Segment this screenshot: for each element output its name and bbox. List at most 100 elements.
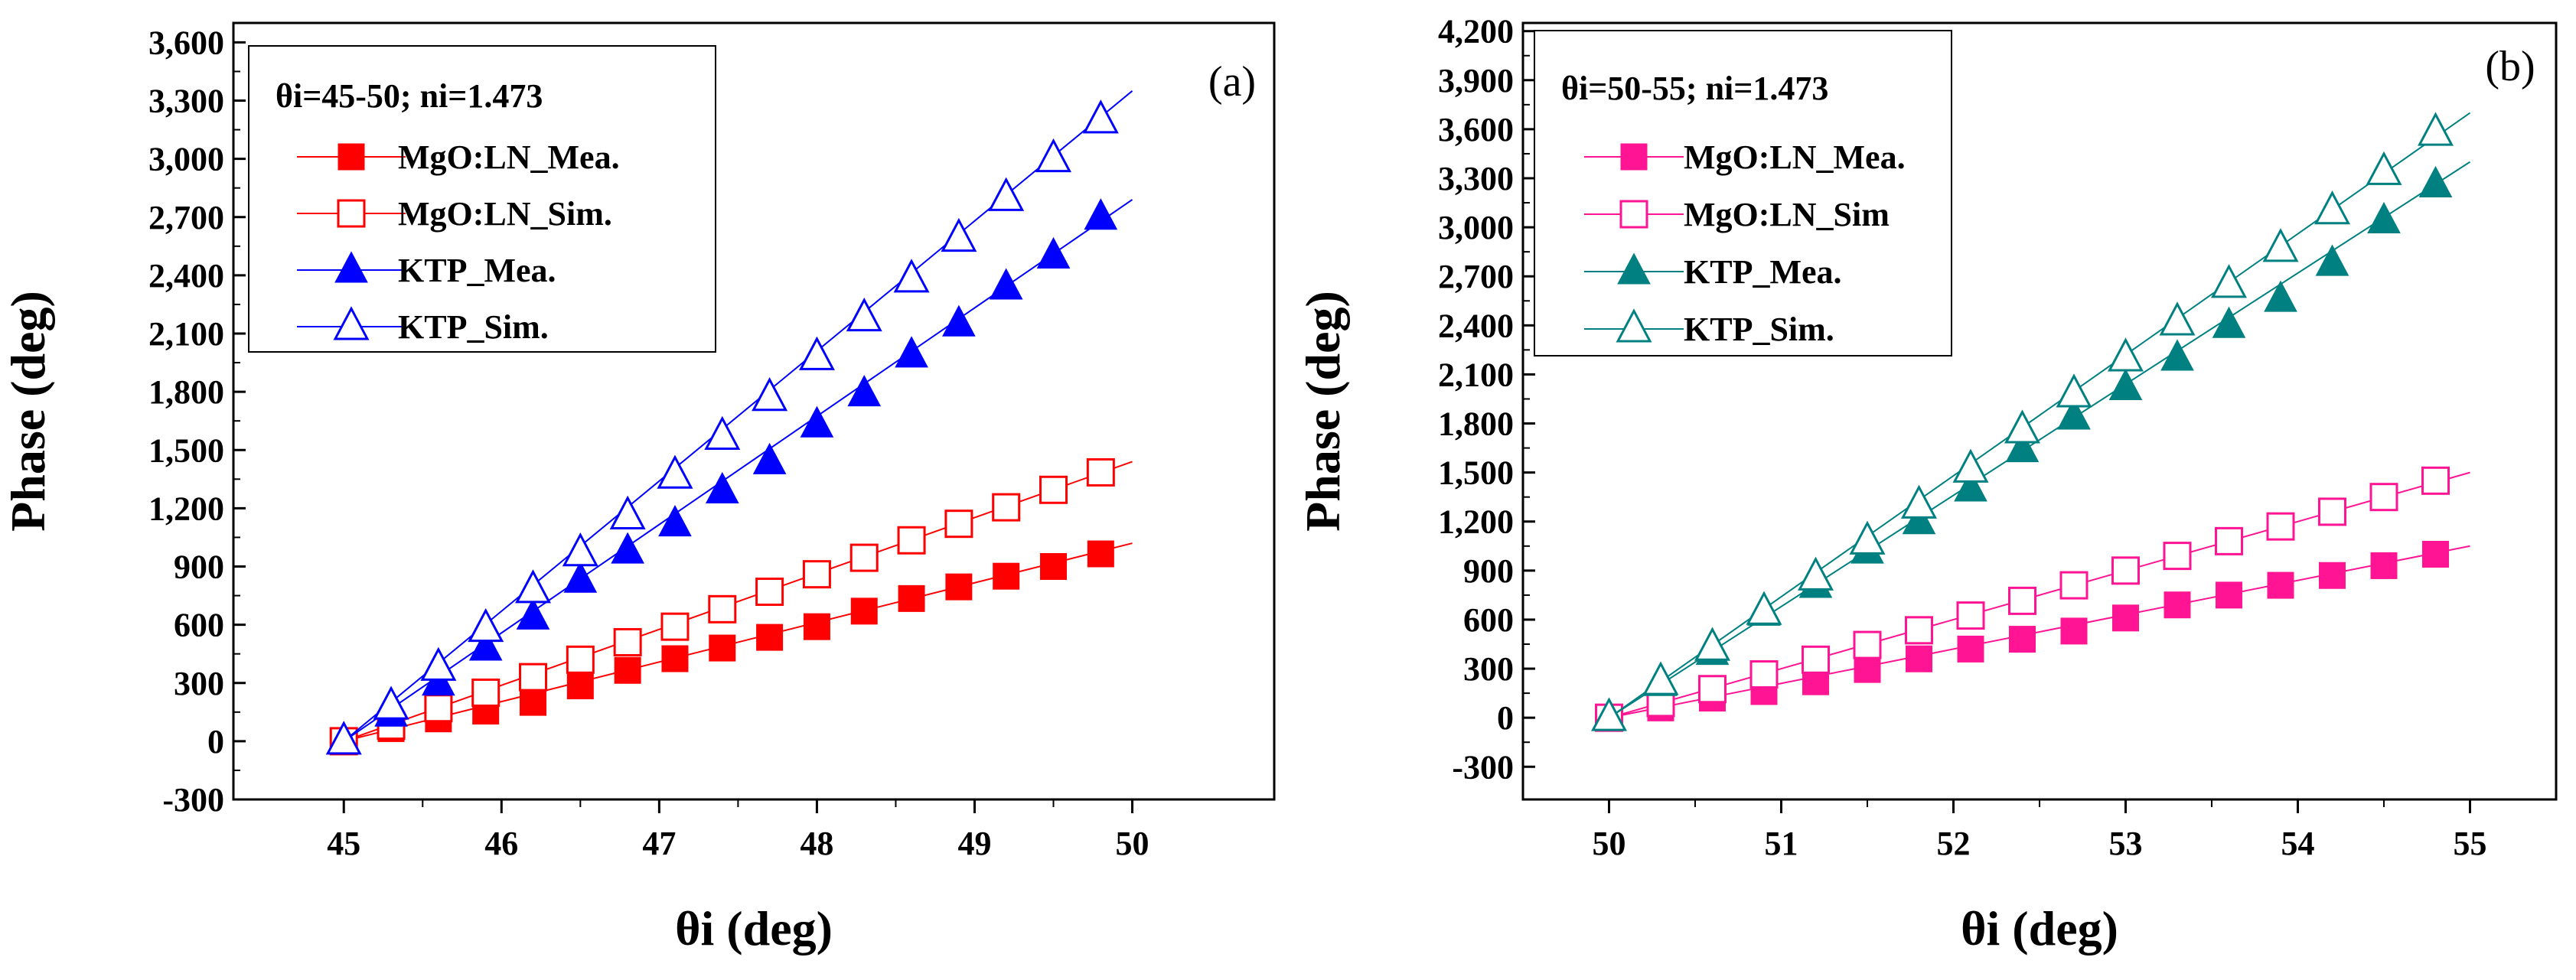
data-point (471, 678, 501, 707)
data-point (2267, 571, 2294, 599)
x-tick-label: 52 (1937, 825, 1971, 862)
data-point (993, 562, 1020, 590)
legend-entry: KTP_Sim. (398, 308, 549, 346)
data-point (755, 577, 784, 606)
data-point (420, 646, 457, 681)
data-point (989, 268, 1023, 300)
y-tick-label: 300 (174, 665, 224, 702)
y-tick-label: 600 (174, 607, 224, 644)
data-point (897, 526, 926, 555)
legend-entry: MgO:LN_Mea. (398, 138, 620, 176)
data-point (2319, 562, 2346, 589)
data-point (2315, 244, 2349, 276)
legend-marker (1619, 200, 1648, 229)
data-point (658, 505, 692, 537)
data-point (424, 694, 453, 723)
data-point (516, 597, 550, 630)
data-point (944, 510, 973, 539)
data-point (2008, 586, 2036, 615)
data-point (1035, 138, 1072, 173)
data-point (2108, 337, 2144, 372)
data-point (1698, 675, 1727, 704)
x-axis-title: θi (deg) (675, 901, 833, 956)
data-point (1906, 645, 1932, 672)
x-tick-label: 45 (327, 825, 360, 862)
data-point (1086, 457, 1115, 487)
data-point (661, 645, 689, 672)
legend-marker (1620, 143, 1648, 171)
data-point (988, 177, 1025, 211)
data-point (2262, 228, 2299, 262)
y-tick-label: 1,200 (148, 490, 224, 527)
data-point (893, 259, 930, 293)
data-point (660, 612, 690, 641)
data-point (2215, 526, 2243, 555)
legend-entry: MgO:LN_Sim. (398, 195, 612, 233)
data-point (2421, 466, 2450, 495)
y-tick-label: 3,900 (1438, 62, 1514, 99)
legend-entry: MgO:LN_Sim (1684, 196, 1890, 233)
y-tick-label: 0 (1497, 699, 1514, 737)
x-tick-label: 47 (642, 825, 676, 862)
y-tick-label: 1,800 (148, 373, 224, 411)
data-point (752, 442, 787, 474)
data-point (1849, 520, 1886, 555)
data-point (563, 561, 598, 593)
y-tick-label: 2,400 (148, 257, 224, 295)
legend-box (1534, 30, 1952, 357)
x-tick-label: 49 (957, 825, 991, 862)
data-point (2369, 483, 2398, 512)
data-point (846, 297, 882, 332)
legend-marker (1616, 308, 1652, 343)
data-point (2318, 497, 2346, 526)
data-point (2366, 151, 2402, 185)
data-point (657, 454, 693, 489)
y-tick-label: 3,300 (1438, 160, 1514, 197)
series-ktp-sim (1591, 112, 2471, 731)
data-point (468, 607, 504, 643)
x-tick-label: 46 (484, 825, 518, 862)
series-ktp-mea (327, 198, 1133, 754)
legend-entry: KTP_Mea. (1684, 253, 1842, 291)
y-tick-label: 1,800 (1438, 405, 1514, 443)
series-mgo-ln-sim (329, 457, 1133, 756)
data-point (2418, 165, 2453, 198)
x-tick-label: 55 (2454, 825, 2487, 862)
data-point (562, 532, 598, 567)
data-point (849, 543, 879, 572)
data-point (2056, 373, 2092, 408)
y-tick-label: 3,000 (148, 141, 224, 178)
data-point (1952, 448, 1989, 483)
data-point (520, 689, 547, 716)
data-point (2216, 581, 2242, 609)
legend-entry: MgO:LN_Mea. (1684, 138, 1906, 176)
chart-panel-b: -300 0 300 600 900 1,200 1,500 1,800 2,100 2,400 2… (1296, 13, 2558, 956)
data-point (1084, 198, 1118, 230)
panel-label: (a) (1208, 58, 1256, 106)
data-point (705, 471, 739, 503)
x-tick-label: 51 (1765, 825, 1798, 862)
data-point (2314, 190, 2350, 225)
data-point (566, 672, 594, 700)
legend-marker (333, 306, 370, 340)
legend: θi=50-55; ni=1.473 MgO:LN_Mea. MgO:LN_Sim K… (1534, 30, 1952, 357)
data-point (325, 721, 362, 755)
data-point (2060, 617, 2088, 645)
y-tick-label: -300 (162, 781, 224, 819)
data-point (2004, 409, 2040, 444)
y-tick-label: 3,000 (1438, 209, 1514, 246)
data-point (1854, 656, 1881, 683)
data-point (1746, 591, 1782, 625)
legend-marker (334, 251, 368, 283)
legend-title: θi=50-55; ni=1.473 (1561, 70, 1828, 107)
y-tick-label: 1,200 (1438, 503, 1514, 541)
y-tick-label: 3,600 (148, 24, 224, 61)
data-point (468, 629, 503, 661)
y-axis-title: Phase (deg) (1296, 291, 1350, 532)
y-tick-label: -300 (1452, 748, 1514, 786)
data-point (756, 623, 784, 651)
data-point (2211, 264, 2247, 298)
x-tick-label: 48 (800, 825, 833, 862)
y-tick-label: 2,100 (1438, 356, 1514, 393)
